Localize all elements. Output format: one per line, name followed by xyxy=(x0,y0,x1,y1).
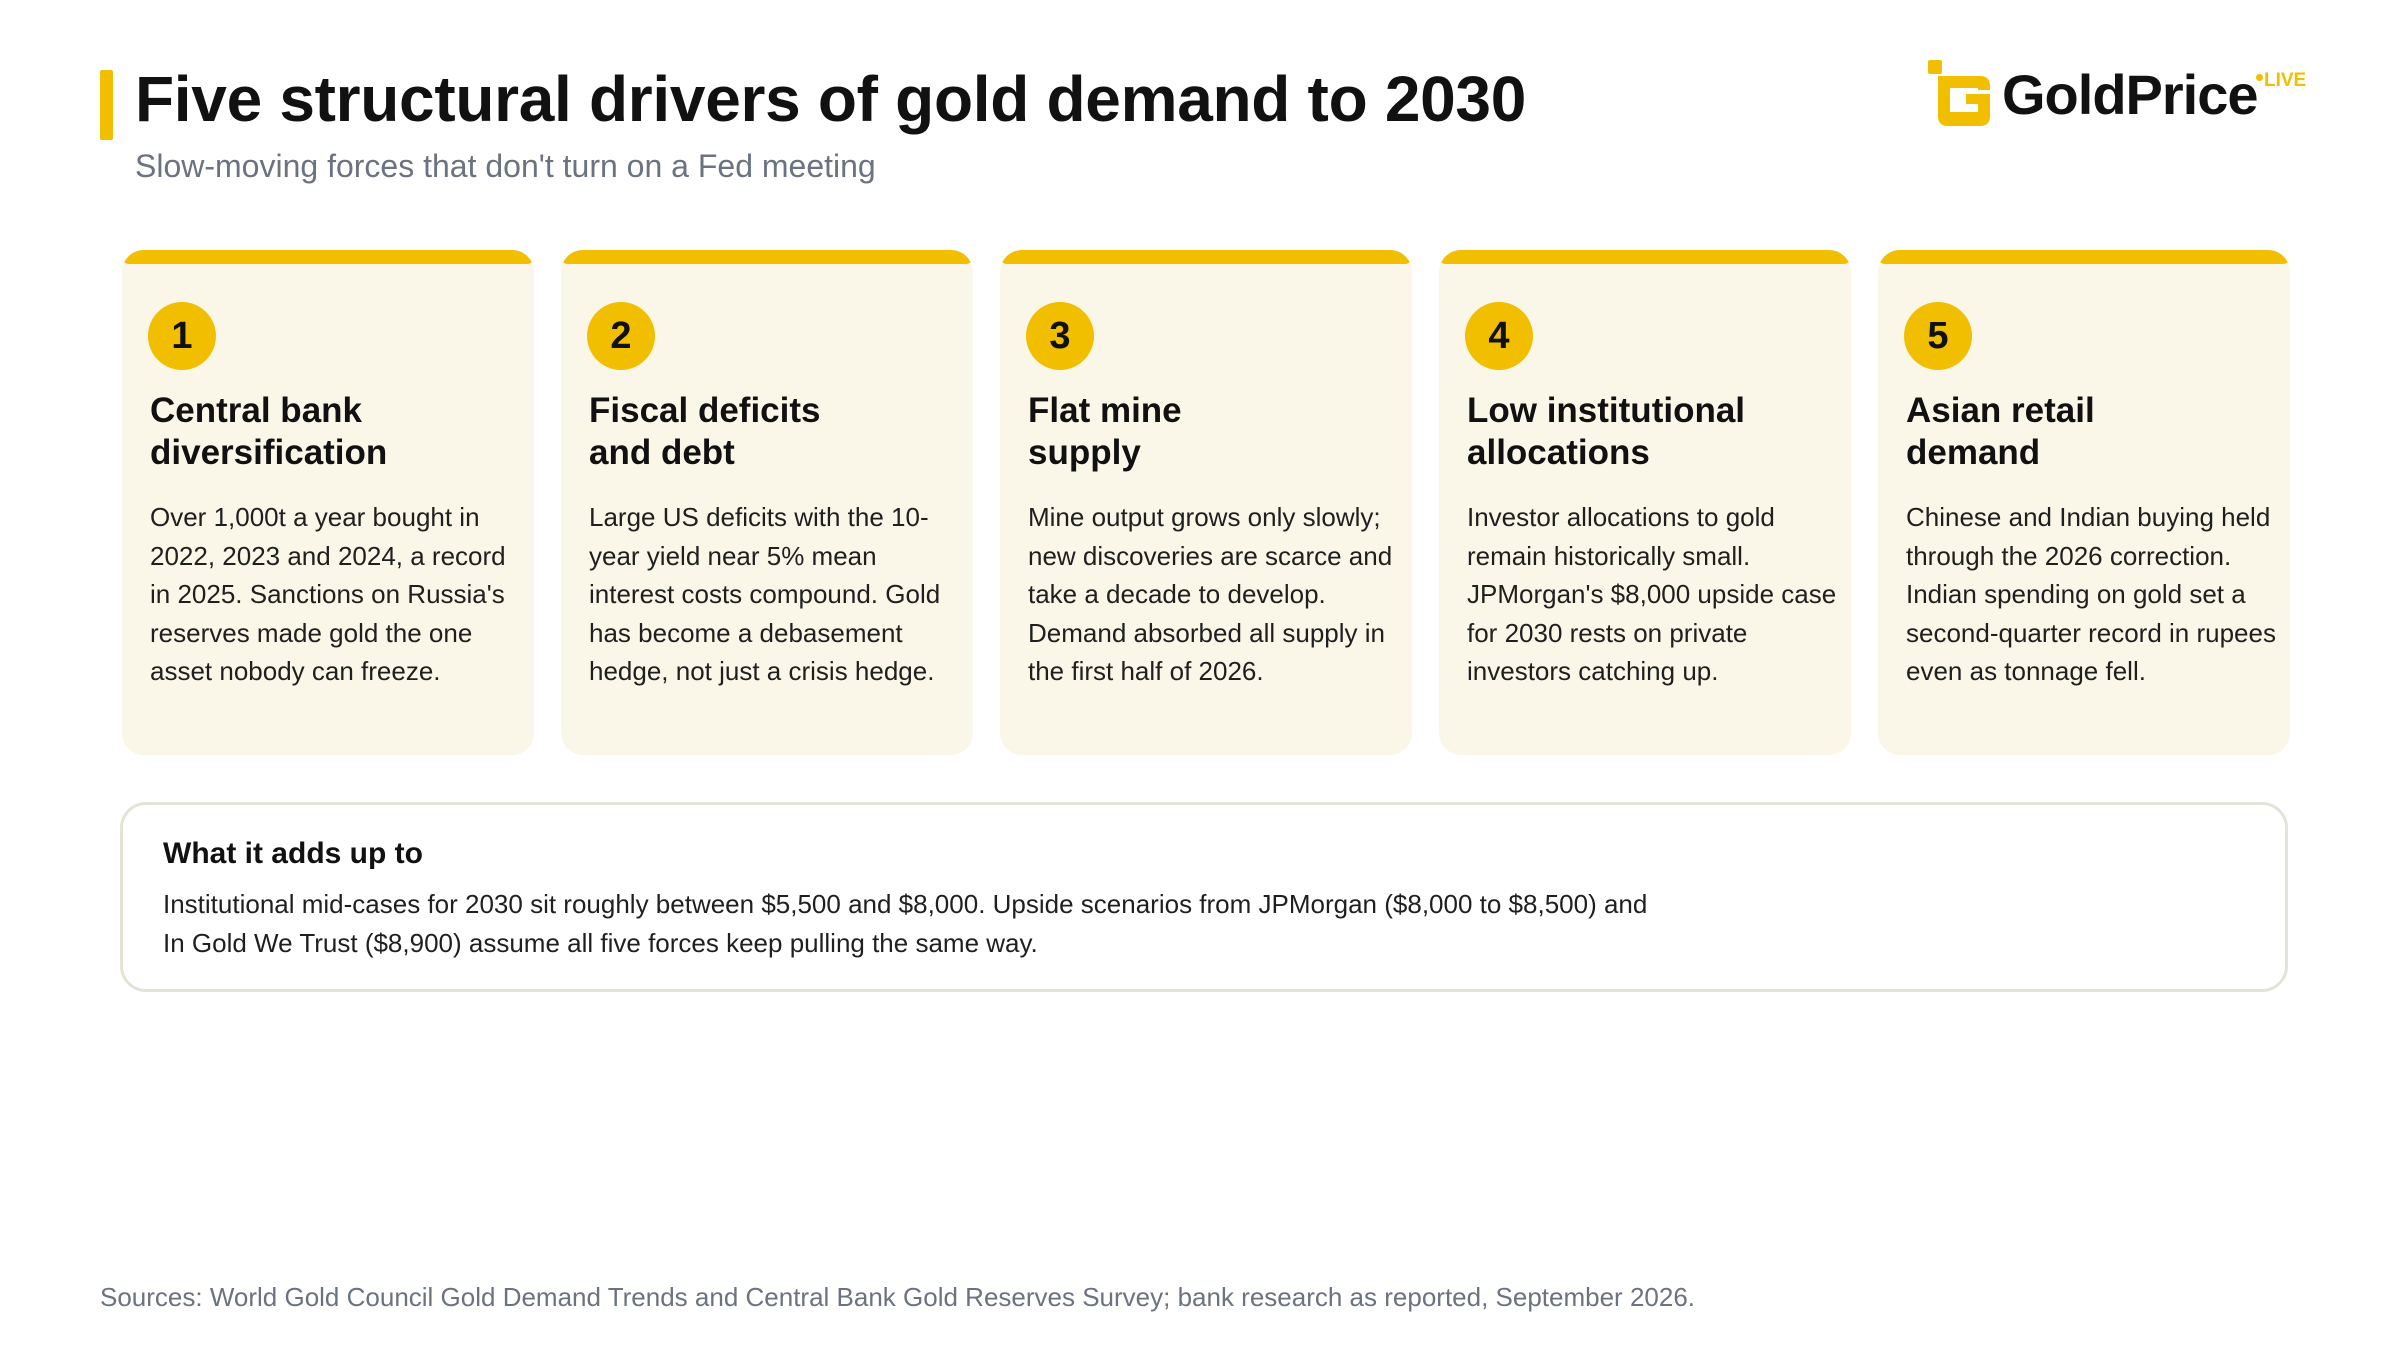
goldprice-logo-icon xyxy=(1928,60,1990,126)
card-number-badge: 2 xyxy=(587,302,655,370)
card-title: Central bank diversification xyxy=(150,391,388,472)
card-accent-bar xyxy=(561,250,973,264)
driver-card-4: 4 Low institutional allocations Investor… xyxy=(1439,250,1851,755)
driver-card-2: 2 Fiscal deficits and debt Large US defi… xyxy=(561,250,973,755)
card-accent-bar xyxy=(1878,250,2290,264)
card-title: Fiscal deficits and debt xyxy=(589,391,821,472)
title-accent-bar xyxy=(100,70,113,140)
driver-card-1: 1 Central bank diversification Over 1,00… xyxy=(122,250,534,755)
driver-card-5: 5 Asian retail demand Chinese and Indian… xyxy=(1878,250,2290,755)
page-subtitle: Slow-moving forces that don't turn on a … xyxy=(135,148,876,184)
logo-live-badge: LIVE xyxy=(2264,70,2307,91)
driver-card-3: 3 Flat mine supply Mine output grows onl… xyxy=(1000,250,1412,755)
summary-line: In Gold We Trust ($8,900) assume all fiv… xyxy=(163,927,1038,958)
card-number-badge: 5 xyxy=(1904,302,1972,370)
card-title: Flat mine supply xyxy=(1028,391,1182,472)
sources-footnote: Sources: World Gold Council Gold Demand … xyxy=(100,1282,1696,1312)
page-title: Five structural drivers of gold demand t… xyxy=(135,63,1527,135)
live-dot-icon xyxy=(2256,74,2263,81)
card-number-badge: 1 xyxy=(148,302,216,370)
card-number-badge: 4 xyxy=(1465,302,1533,370)
summary-body: Institutional mid-cases for 2030 sit rou… xyxy=(163,885,1763,962)
card-accent-bar xyxy=(122,250,534,264)
card-accent-bar xyxy=(1439,250,1851,264)
summary-box: What it adds up to Institutional mid-cas… xyxy=(120,802,2288,992)
card-body: Mine output grows only slowly; new disco… xyxy=(1028,502,1393,686)
goldprice-logo[interactable]: GoldPrice LIVE xyxy=(1928,58,2318,128)
drivers-cards: 1 Central bank diversification Over 1,00… xyxy=(122,250,2292,755)
card-accent-bar xyxy=(1000,250,1412,264)
card-body: Investor allocations to gold remain hist… xyxy=(1467,502,1837,686)
card-title: Low institutional allocations xyxy=(1467,391,1746,472)
logo-wordmark: GoldPrice xyxy=(2002,63,2259,126)
card-body: Chinese and Indian buying held through t… xyxy=(1906,502,2276,686)
card-number-badge: 3 xyxy=(1026,302,1094,370)
summary-line: Institutional mid-cases for 2030 sit rou… xyxy=(163,889,1648,919)
card-title: Asian retail demand xyxy=(1906,391,2095,472)
summary-title: What it adds up to xyxy=(163,837,423,870)
card-body: Large US deficits with the 10-year yield… xyxy=(589,502,941,686)
card-body: Over 1,000t a year bought in 2022, 2023 … xyxy=(150,502,506,686)
